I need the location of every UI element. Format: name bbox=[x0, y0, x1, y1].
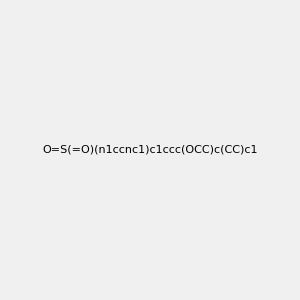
Text: O=S(=O)(n1ccnc1)c1ccc(OCC)c(CC)c1: O=S(=O)(n1ccnc1)c1ccc(OCC)c(CC)c1 bbox=[42, 145, 258, 155]
